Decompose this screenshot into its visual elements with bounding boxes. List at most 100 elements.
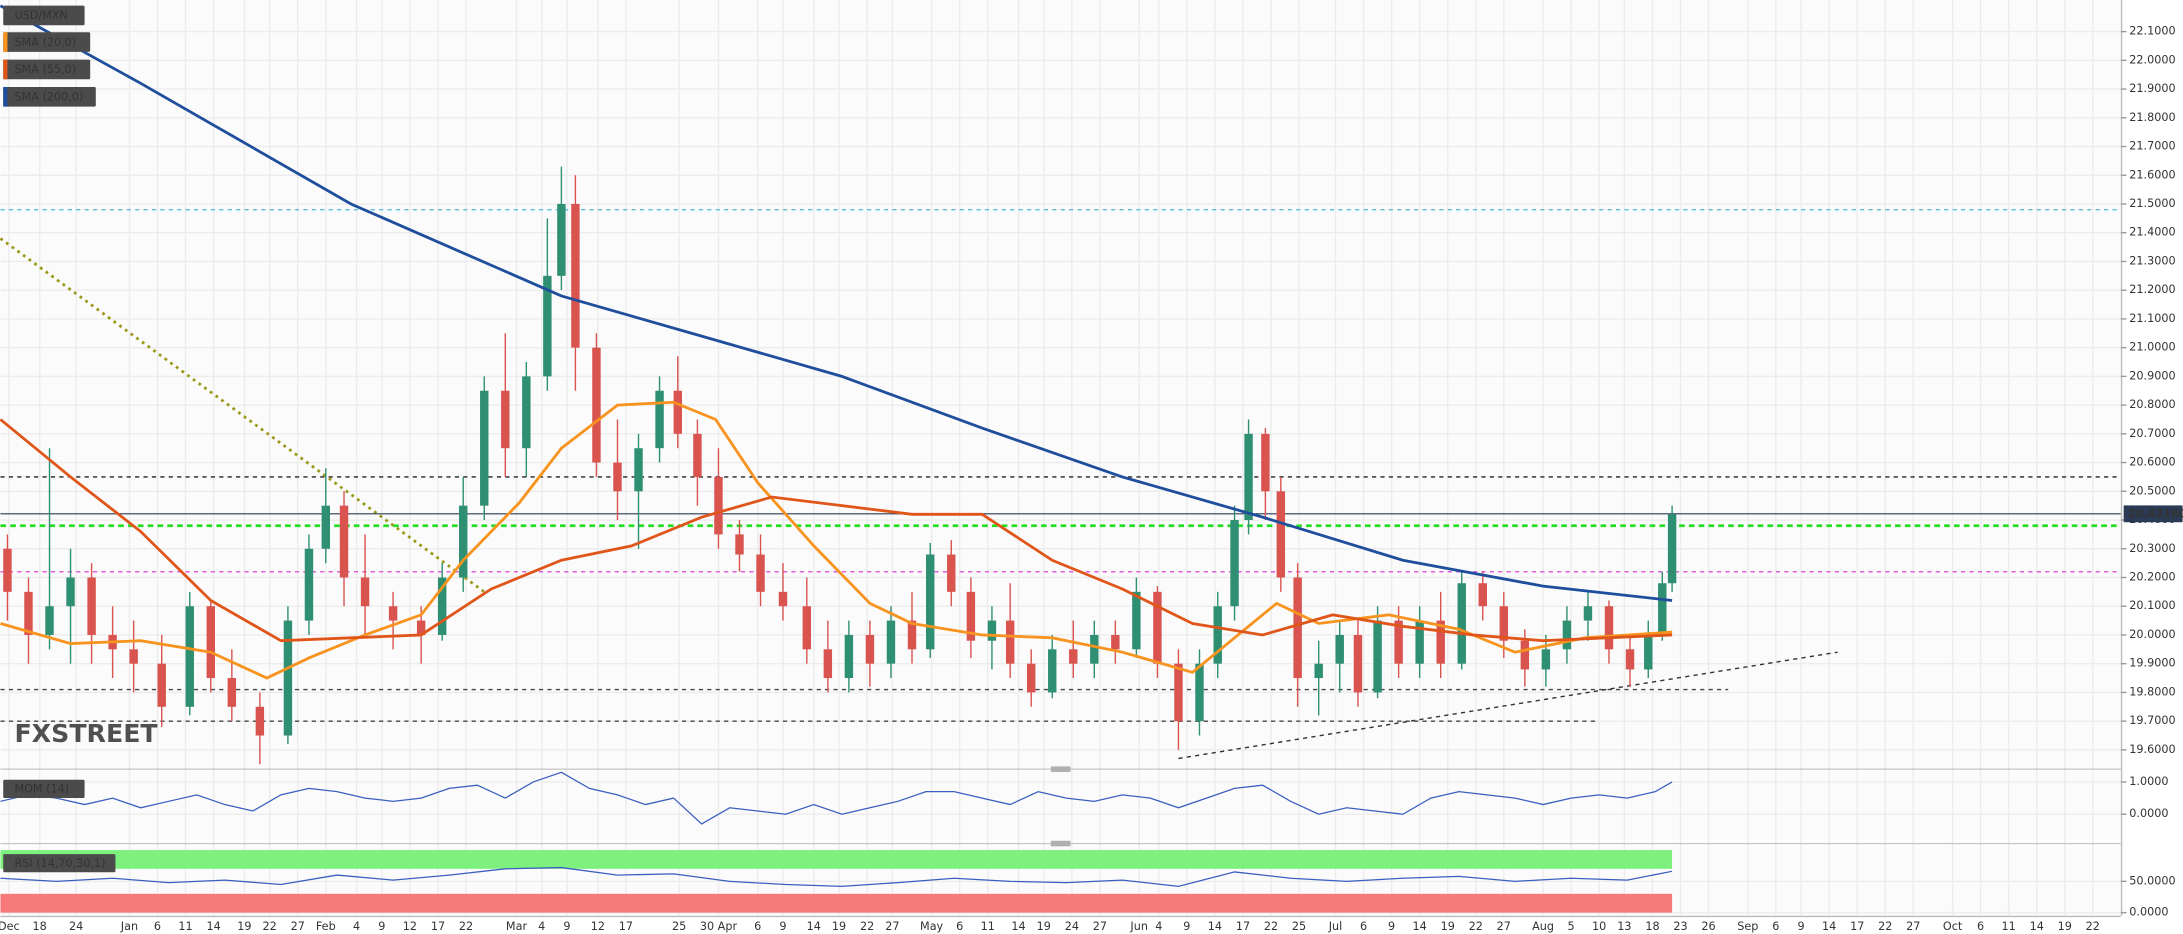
x-tick-label: 18	[1645, 920, 1659, 933]
candle-body	[571, 203, 580, 348]
x-tick-label: 17	[619, 920, 633, 933]
sma-line	[0, 4, 1673, 602]
candle-body	[1520, 640, 1530, 670]
candle-body	[1478, 583, 1487, 607]
candle-body	[3, 548, 12, 592]
candle-body	[735, 534, 744, 555]
pane-handle[interactable]	[1050, 840, 1071, 847]
candle-body	[1499, 606, 1509, 641]
x-tick-label: 27	[291, 920, 305, 933]
y-tick-label: 21.8000	[2129, 111, 2175, 124]
x-tick-label: 22	[2086, 920, 2100, 933]
candle-body	[1230, 520, 1239, 607]
candle-body	[947, 554, 956, 592]
y-tick-label: 20.7000	[2129, 427, 2175, 440]
y-tick-label: 19.6000	[2129, 743, 2175, 756]
y-tick-label: 19.8000	[2129, 685, 2175, 698]
candle-body	[613, 462, 622, 492]
x-tick-label: 23	[1673, 920, 1687, 933]
x-tick-label: 14	[1822, 920, 1836, 933]
candle-body	[1090, 634, 1099, 664]
x-tick-label: 9	[1798, 920, 1805, 933]
x-tick-label: Aug	[1532, 920, 1554, 933]
candle-body	[1335, 634, 1344, 664]
x-tick-label: 14	[1011, 920, 1025, 933]
legend-label: SMA (55,0)	[14, 63, 76, 76]
x-tick-label: 24	[1065, 920, 1079, 933]
x-tick-label: 9	[779, 920, 786, 933]
x-tick-label: May	[920, 920, 944, 933]
candle-body	[459, 505, 468, 578]
x-tick-label: 6	[154, 920, 161, 933]
candle-body	[157, 663, 166, 707]
y-tick-label: 21.7000	[2129, 140, 2175, 153]
candle-body	[926, 554, 935, 650]
indicator-line	[0, 771, 1673, 825]
x-tick-label: Jun	[1129, 920, 1148, 933]
legend-box	[3, 5, 85, 26]
candle-body	[388, 606, 398, 621]
candle-body	[655, 390, 664, 449]
candle-body	[778, 591, 788, 607]
x-tick-label: Dec	[0, 920, 20, 933]
mom-pane	[0, 771, 2121, 841]
x-tick-label: 14	[1208, 920, 1222, 933]
x-tick-label: 19	[1037, 920, 1051, 933]
y-tick-label: 20.1000	[2129, 599, 2175, 612]
candle-body	[1132, 591, 1141, 650]
candle-body	[1244, 433, 1253, 521]
candle-body	[360, 577, 370, 607]
x-tick-label: 11	[2002, 920, 2016, 933]
x-tick-label: 6	[754, 920, 761, 933]
x-tick-label: 19	[832, 920, 846, 933]
candle-body	[1541, 649, 1551, 670]
candle-body	[693, 433, 702, 477]
x-tick-label: 22	[1264, 920, 1278, 933]
rsi-band	[0, 893, 1673, 913]
x-tick-label: 5	[1568, 920, 1575, 933]
x-tick-label: 27	[1093, 920, 1107, 933]
x-tick-label: 14	[1413, 920, 1427, 933]
candle-body	[802, 606, 812, 650]
candle-body	[227, 678, 237, 707]
pane-handle[interactable]	[1050, 766, 1071, 773]
legend-swatch	[3, 86, 8, 107]
candle-body	[1213, 606, 1222, 664]
candle-body	[1658, 583, 1667, 635]
y-tick-label: 21.1000	[2129, 312, 2175, 325]
x-tick-label: Oct	[1943, 920, 1963, 933]
x-tick-label: 26	[1701, 920, 1715, 933]
x-tick-label: 10	[1592, 920, 1606, 933]
last-price-label: 20.42160	[2128, 508, 2183, 521]
x-tick-label: Mar	[506, 920, 528, 933]
sma-line	[0, 400, 1673, 680]
x-tick-label: Jul	[1328, 920, 1343, 933]
candle-body	[966, 591, 976, 641]
candle-body	[206, 606, 215, 679]
x-tick-label: 9	[563, 920, 570, 933]
candle-body	[416, 620, 426, 635]
x-tick-label: 11	[981, 920, 995, 933]
candle-body	[501, 390, 510, 449]
candle-body	[1436, 620, 1445, 664]
y-tick-label: 0.0000	[2129, 906, 2168, 919]
candle-body	[45, 606, 54, 635]
y-tick-label: 22.0000	[2129, 53, 2175, 66]
x-tick-label: 27	[1497, 920, 1511, 933]
y-tick-label: 21.2000	[2129, 283, 2175, 296]
candle-body	[1261, 433, 1270, 492]
y-tick-label: 21.9000	[2129, 82, 2175, 95]
legend-label: SMA (200,0)	[14, 90, 83, 103]
candle-body	[1394, 620, 1403, 664]
x-tick-label: 30 Apr	[700, 920, 738, 933]
x-tick-label: 25	[672, 920, 686, 933]
candle-body	[1026, 663, 1036, 693]
x-tick-label: 14	[807, 920, 821, 933]
candle-body	[1314, 663, 1323, 679]
x-tick-label: Feb	[316, 920, 336, 933]
x-tick-label: 6	[956, 920, 963, 933]
x-tick-label: 22	[860, 920, 874, 933]
x-tick-label: 14	[2030, 920, 2044, 933]
x-tick-label: 6	[1772, 920, 1779, 933]
candle-body	[1353, 634, 1363, 693]
